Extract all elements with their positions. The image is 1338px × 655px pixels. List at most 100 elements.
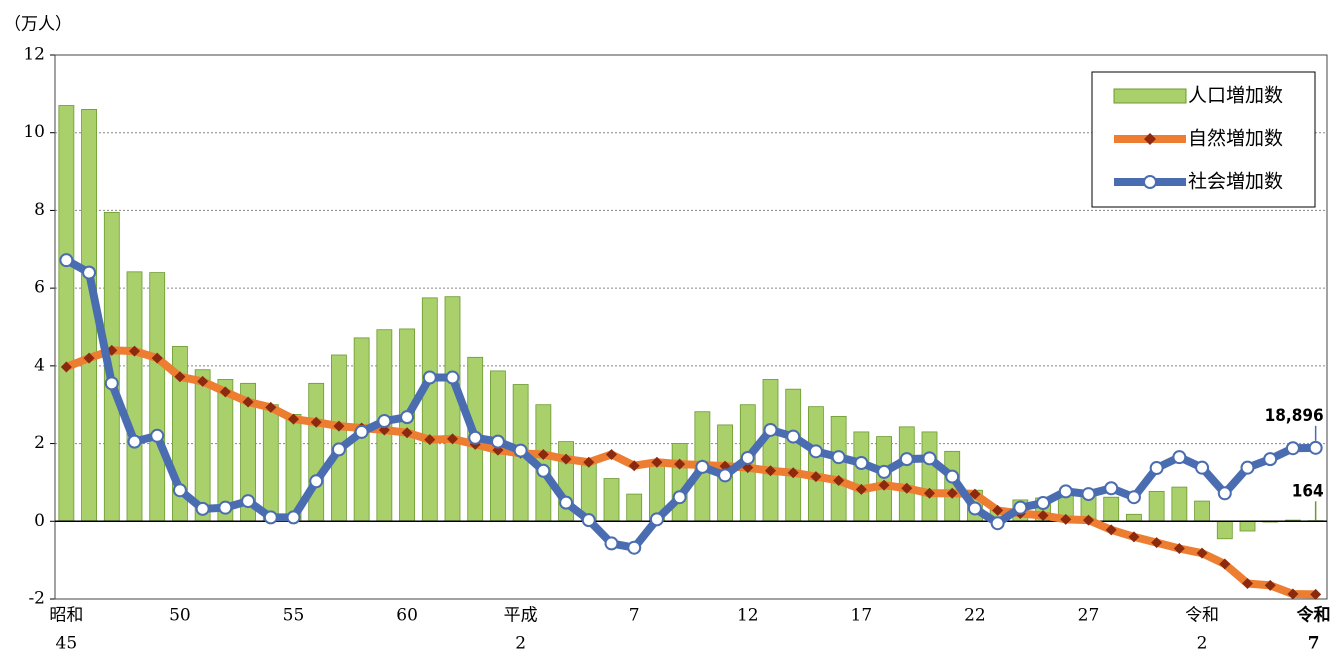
- marker: [424, 434, 436, 446]
- marker: [1217, 486, 1232, 501]
- marker: [1105, 524, 1117, 536]
- marker: [1287, 588, 1299, 600]
- bar: [262, 404, 279, 522]
- marker: [150, 428, 165, 443]
- marker: [967, 501, 982, 516]
- x-tick-label: 令和: [1185, 606, 1219, 626]
- x-tick-label: 22: [964, 606, 986, 626]
- marker: [1126, 490, 1141, 505]
- y-tick-label: 10: [23, 122, 45, 142]
- y-tick-label: 4: [34, 355, 45, 375]
- marker: [1013, 500, 1028, 515]
- x-tick-label: 50: [169, 606, 191, 626]
- marker: [265, 401, 277, 413]
- marker: [1058, 484, 1073, 499]
- y-tick-label: 0: [34, 511, 45, 531]
- bar: [853, 431, 870, 522]
- marker: [901, 482, 913, 494]
- marker: [718, 468, 733, 483]
- marker: [1263, 452, 1278, 467]
- marker: [377, 414, 392, 429]
- x-tick-label-line2: 7: [1308, 634, 1320, 654]
- x-tick-label: 昭和: [49, 606, 83, 626]
- bar: [217, 379, 234, 522]
- marker: [129, 345, 140, 357]
- marker: [1060, 513, 1072, 525]
- y-tick-label: 6: [34, 278, 45, 298]
- bar: [603, 478, 620, 522]
- bar: [1216, 520, 1233, 540]
- marker: [810, 471, 822, 483]
- x-tick-label-line2: 2: [1197, 634, 1208, 654]
- marker: [218, 500, 233, 515]
- bar: [444, 296, 461, 522]
- marker: [969, 488, 981, 500]
- marker: [1240, 460, 1255, 475]
- marker: [309, 474, 324, 489]
- marker: [331, 442, 346, 457]
- marker: [333, 420, 345, 432]
- marker: [946, 487, 958, 499]
- bar: [331, 354, 347, 522]
- marker: [628, 460, 640, 472]
- legend-label: 自然増加数: [1188, 128, 1283, 150]
- marker: [1172, 450, 1187, 465]
- marker: [1219, 558, 1231, 570]
- legend-label: 社会増加数: [1188, 171, 1283, 193]
- data-label: 164: [1292, 481, 1324, 501]
- marker: [60, 361, 72, 373]
- marker: [878, 479, 890, 491]
- marker: [855, 483, 867, 495]
- marker: [242, 396, 254, 408]
- marker: [197, 375, 209, 387]
- bar: [149, 272, 166, 522]
- marker: [649, 512, 664, 527]
- marker: [1242, 577, 1253, 589]
- bar: [1171, 486, 1188, 522]
- marker: [1173, 542, 1185, 554]
- marker: [82, 265, 97, 280]
- x-tick-label: 7: [629, 606, 640, 626]
- marker: [831, 450, 846, 465]
- marker: [581, 513, 596, 528]
- plot-frame: [54, 54, 1328, 600]
- x-tick-label: 60: [396, 606, 418, 626]
- bar: [626, 493, 643, 522]
- x-tick-label: 12: [737, 606, 759, 626]
- marker: [559, 495, 574, 510]
- marker: [263, 510, 278, 525]
- data-label: 18,896: [1265, 406, 1324, 426]
- marker: [1285, 441, 1300, 456]
- marker: [174, 371, 186, 383]
- marker: [401, 427, 413, 439]
- marker: [695, 459, 710, 474]
- bar: [58, 105, 75, 522]
- marker: [674, 458, 686, 470]
- marker: [808, 444, 823, 459]
- marker: [151, 352, 163, 364]
- x-tick-label-line2: 2: [515, 634, 526, 654]
- marker: [606, 448, 617, 460]
- marker: [765, 465, 776, 477]
- marker: [59, 253, 74, 268]
- bar: [671, 443, 688, 522]
- bar: [1239, 520, 1256, 532]
- marker: [537, 448, 549, 460]
- bar: [1194, 500, 1210, 522]
- marker: [1151, 537, 1163, 549]
- x-tick-label: 55: [283, 606, 305, 626]
- marker: [195, 501, 210, 516]
- bar: [194, 369, 211, 522]
- bar: [308, 382, 325, 522]
- y-tick-label: 2: [34, 433, 45, 453]
- marker: [1264, 579, 1276, 591]
- marker: [1083, 514, 1094, 526]
- x-tick-label: 17: [851, 606, 873, 626]
- marker: [1104, 481, 1119, 496]
- legend-marker: [1143, 175, 1157, 189]
- marker: [1037, 509, 1049, 521]
- marker: [447, 433, 458, 445]
- marker: [945, 469, 960, 484]
- marker: [400, 410, 415, 425]
